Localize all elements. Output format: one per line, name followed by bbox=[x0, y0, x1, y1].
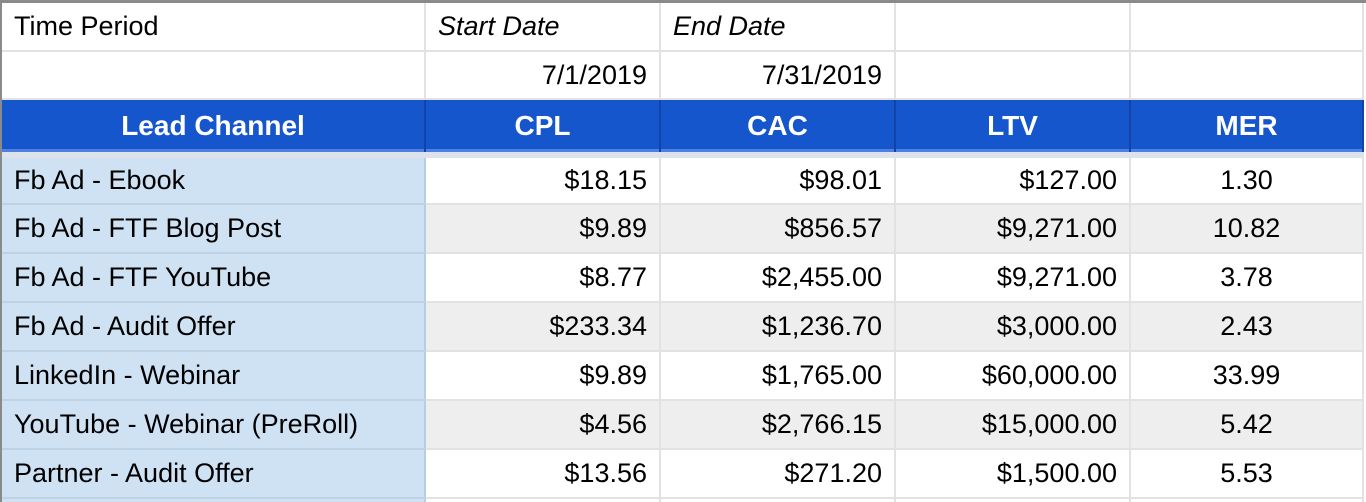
cell-ltv[interactable]: $60,000.00 bbox=[895, 351, 1131, 401]
cell-cac[interactable]: $271.20 bbox=[660, 449, 896, 499]
cell-cac[interactable]: $1,236.70 bbox=[660, 302, 896, 352]
cell-empty[interactable] bbox=[2, 498, 426, 502]
cell-cpl[interactable]: $9.89 bbox=[425, 351, 661, 401]
cell-ltv[interactable]: $127.00 bbox=[895, 155, 1131, 205]
cell-channel[interactable]: YouTube - Webinar (PreRoll) bbox=[2, 400, 426, 450]
cell-time-period-label[interactable]: Time Period bbox=[2, 3, 426, 52]
table-row-period-labels: Time Period Start Date End Date bbox=[2, 3, 1364, 52]
cell-ltv[interactable]: $9,271.00 bbox=[895, 204, 1131, 254]
cell-start-date-label[interactable]: Start Date bbox=[425, 3, 661, 52]
table-row: Partner - Audit Offer $13.56 $271.20 $1,… bbox=[2, 449, 1364, 499]
cell-mer[interactable]: 5.53 bbox=[1130, 449, 1364, 499]
table-row: Fb Ad - FTF Blog Post $9.89 $856.57 $9,2… bbox=[2, 204, 1364, 254]
cell-empty[interactable] bbox=[1130, 51, 1364, 100]
lead-metrics-table: Time Period Start Date End Date 7/1/2019… bbox=[2, 3, 1364, 502]
header-cac[interactable]: CAC bbox=[660, 99, 896, 158]
cell-empty[interactable] bbox=[660, 498, 896, 502]
cell-empty[interactable] bbox=[2, 51, 426, 100]
table-row: YouTube - Webinar (PreRoll) $4.56 $2,766… bbox=[2, 400, 1364, 450]
cell-empty[interactable] bbox=[1130, 3, 1364, 52]
cell-cpl[interactable]: $8.77 bbox=[425, 253, 661, 303]
cell-empty[interactable] bbox=[1130, 498, 1364, 502]
cell-mer[interactable]: 33.99 bbox=[1130, 351, 1364, 401]
table-row: Fb Ad - FTF YouTube $8.77 $2,455.00 $9,2… bbox=[2, 253, 1364, 303]
cell-channel[interactable]: Fb Ad - FTF YouTube bbox=[2, 253, 426, 303]
header-lead-channel[interactable]: Lead Channel bbox=[2, 99, 426, 158]
cell-empty[interactable] bbox=[895, 498, 1131, 502]
table-header-row: Lead Channel CPL CAC LTV MER bbox=[2, 99, 1364, 158]
cell-empty[interactable] bbox=[895, 51, 1131, 100]
table-row-partial bbox=[2, 498, 1364, 502]
header-cpl[interactable]: CPL bbox=[425, 99, 661, 158]
cell-ltv[interactable]: $9,271.00 bbox=[895, 253, 1131, 303]
cell-channel[interactable]: Fb Ad - Ebook bbox=[2, 155, 426, 205]
cell-channel[interactable]: Fb Ad - FTF Blog Post bbox=[2, 204, 426, 254]
cell-cac[interactable]: $98.01 bbox=[660, 155, 896, 205]
header-mer[interactable]: MER bbox=[1130, 99, 1364, 158]
cell-cac[interactable]: $856.57 bbox=[660, 204, 896, 254]
table-row-period-values: 7/1/2019 7/31/2019 bbox=[2, 51, 1364, 100]
cell-cpl[interactable]: $18.15 bbox=[425, 155, 661, 205]
cell-end-date-label[interactable]: End Date bbox=[660, 3, 896, 52]
cell-cpl[interactable]: $9.89 bbox=[425, 204, 661, 254]
cell-start-date-value[interactable]: 7/1/2019 bbox=[425, 51, 661, 100]
cell-mer[interactable]: 2.43 bbox=[1130, 302, 1364, 352]
cell-channel[interactable]: Fb Ad - Audit Offer bbox=[2, 302, 426, 352]
cell-empty[interactable] bbox=[425, 498, 661, 502]
cell-cpl[interactable]: $4.56 bbox=[425, 400, 661, 450]
cell-mer[interactable]: 1.30 bbox=[1130, 155, 1364, 205]
table-row: Fb Ad - Audit Offer $233.34 $1,236.70 $3… bbox=[2, 302, 1364, 352]
cell-cpl[interactable]: $13.56 bbox=[425, 449, 661, 499]
cell-mer[interactable]: 5.42 bbox=[1130, 400, 1364, 450]
header-ltv[interactable]: LTV bbox=[895, 99, 1131, 158]
cell-ltv[interactable]: $1,500.00 bbox=[895, 449, 1131, 499]
table-row: Fb Ad - Ebook $18.15 $98.01 $127.00 1.30 bbox=[2, 155, 1364, 205]
cell-cac[interactable]: $2,766.15 bbox=[660, 400, 896, 450]
cell-ltv[interactable]: $3,000.00 bbox=[895, 302, 1131, 352]
cell-channel[interactable]: Partner - Audit Offer bbox=[2, 449, 426, 499]
cell-cpl[interactable]: $233.34 bbox=[425, 302, 661, 352]
cell-mer[interactable]: 10.82 bbox=[1130, 204, 1364, 254]
cell-ltv[interactable]: $15,000.00 bbox=[895, 400, 1131, 450]
cell-cac[interactable]: $1,765.00 bbox=[660, 351, 896, 401]
cell-mer[interactable]: 3.78 bbox=[1130, 253, 1364, 303]
cell-cac[interactable]: $2,455.00 bbox=[660, 253, 896, 303]
table-row: LinkedIn - Webinar $9.89 $1,765.00 $60,0… bbox=[2, 351, 1364, 401]
cell-channel[interactable]: LinkedIn - Webinar bbox=[2, 351, 426, 401]
cell-empty[interactable] bbox=[895, 3, 1131, 52]
cell-end-date-value[interactable]: 7/31/2019 bbox=[660, 51, 896, 100]
